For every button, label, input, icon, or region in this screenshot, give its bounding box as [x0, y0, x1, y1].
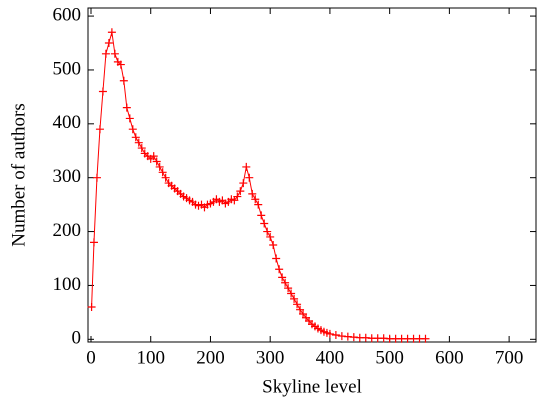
- data-point: [149, 152, 158, 161]
- y-tick-label: 200: [53, 220, 82, 241]
- y-tick-label: 0: [72, 328, 82, 349]
- x-axis-label: Skyline level: [262, 376, 362, 397]
- data-point: [421, 334, 430, 343]
- data-point: [245, 173, 254, 182]
- data-point: [257, 211, 266, 220]
- y-tick-label: 600: [53, 4, 82, 25]
- data-point: [89, 238, 98, 247]
- data-point: [269, 241, 278, 250]
- data-point: [155, 162, 164, 171]
- data-point: [119, 76, 128, 85]
- data-point: [263, 227, 272, 236]
- data-point: [87, 302, 96, 311]
- y-tick-label: 300: [53, 166, 82, 187]
- x-tick-label: 700: [495, 347, 524, 368]
- data-point: [239, 179, 248, 188]
- y-axis-label: Number of authors: [8, 103, 29, 247]
- data-point: [325, 329, 334, 338]
- data-point: [260, 219, 269, 228]
- data-point: [236, 187, 245, 196]
- y-tick-label: 100: [53, 274, 82, 295]
- data-point: [293, 300, 302, 309]
- x-tick-label: 600: [435, 347, 464, 368]
- data-point: [278, 273, 287, 282]
- data-point: [128, 125, 137, 134]
- data-point: [158, 168, 167, 177]
- data-point: [95, 125, 104, 134]
- data-point: [290, 294, 299, 303]
- data-point: [275, 265, 284, 274]
- data-point: [92, 173, 101, 182]
- data-point: [107, 28, 116, 37]
- data-point: [331, 330, 340, 339]
- data-point: [281, 278, 290, 287]
- data-point: [122, 103, 131, 112]
- data-point: [110, 49, 119, 58]
- data-point: [125, 114, 134, 123]
- data-point: [137, 144, 146, 153]
- plot-frame: [87, 7, 537, 343]
- data-point: [101, 49, 110, 58]
- data-point: [254, 200, 263, 209]
- data-point: [233, 192, 242, 201]
- data-point: [152, 157, 161, 166]
- y-tick-label: 400: [53, 112, 82, 133]
- data-point: [242, 162, 251, 171]
- data-point: [98, 87, 107, 96]
- data-point: [251, 195, 260, 204]
- x-tick-label: 500: [375, 347, 404, 368]
- data-point: [134, 138, 143, 147]
- data-point: [116, 60, 125, 69]
- x-tick-label: 200: [196, 347, 225, 368]
- x-tick-label: 400: [316, 347, 345, 368]
- data-point: [287, 289, 296, 298]
- y-tick-label: 500: [53, 58, 82, 79]
- data-point: [104, 39, 113, 48]
- data-point: [272, 254, 281, 263]
- data-point: [266, 232, 275, 241]
- x-tick-label: 0: [86, 347, 96, 368]
- data-point: [161, 173, 170, 182]
- data-point: [248, 189, 257, 198]
- data-point: [284, 284, 293, 293]
- data-line: [91, 32, 426, 340]
- x-tick-label: 100: [136, 347, 165, 368]
- data-point: [131, 133, 140, 142]
- x-tick-label: 300: [256, 347, 285, 368]
- data-point: [296, 305, 305, 314]
